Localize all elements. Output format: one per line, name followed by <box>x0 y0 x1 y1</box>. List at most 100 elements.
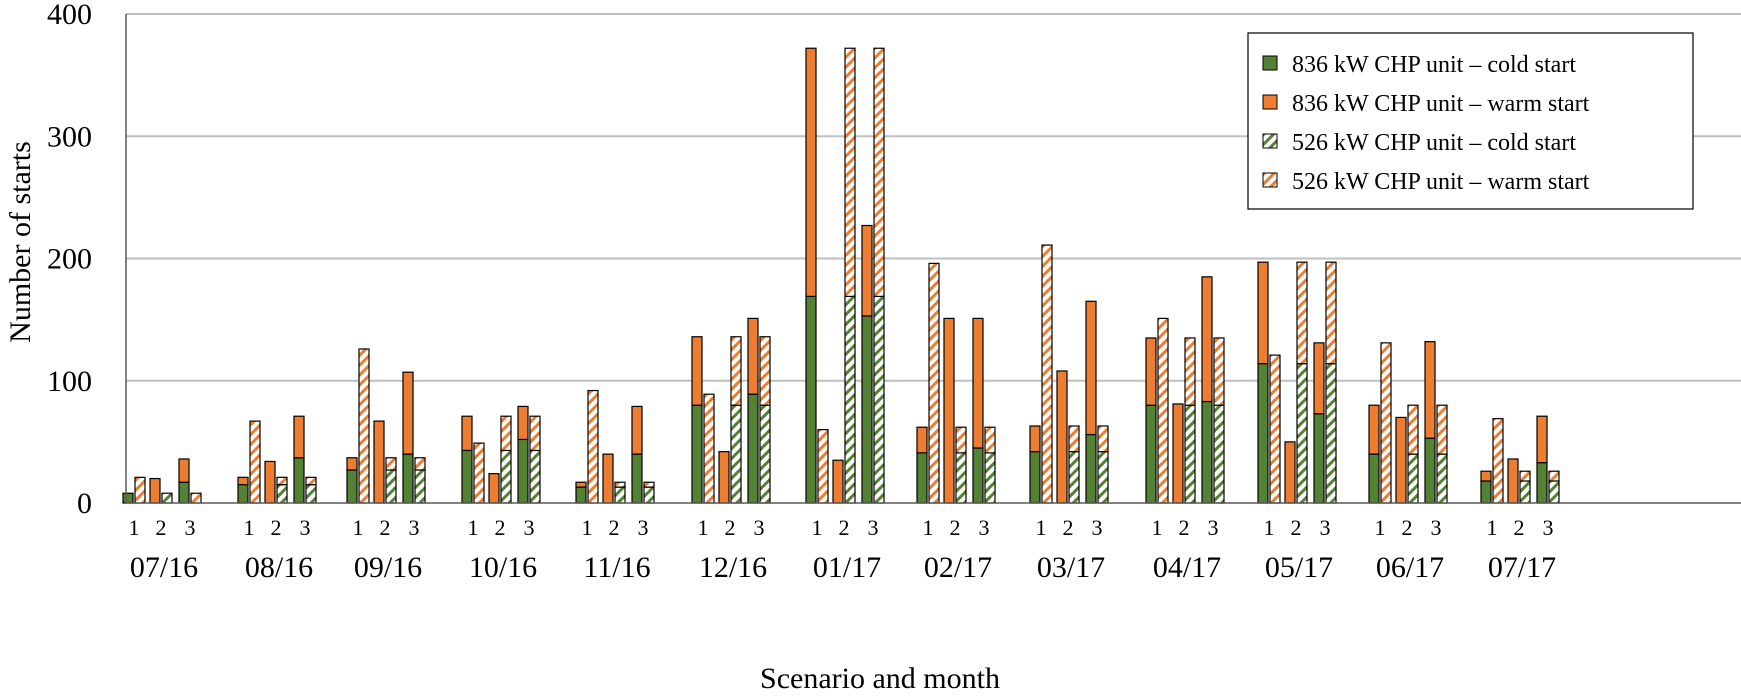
x-scenario-label: 1 <box>1152 515 1163 540</box>
legend-label-836-cold: 836 kW CHP unit – cold start <box>1292 52 1576 78</box>
bar-836-cold <box>691 404 703 504</box>
bar-836-warm <box>237 476 249 486</box>
x-month-label: 09/16 <box>354 551 422 584</box>
bar-526-warm <box>1380 342 1392 504</box>
x-scenario-label: 1 <box>1487 515 1498 540</box>
bar-836-warm <box>1536 415 1548 464</box>
bar-526-warm <box>1068 425 1080 453</box>
x-scenario-label: 2 <box>950 515 961 540</box>
x-scenario-label: 1 <box>129 515 140 540</box>
bar-526-warm <box>1269 354 1281 504</box>
y-tick-label: 0 <box>77 487 92 520</box>
bar-526-warm <box>276 476 288 486</box>
bar-526-warm <box>984 426 996 454</box>
x-scenario-label: 2 <box>1179 515 1190 540</box>
legend-box <box>1247 32 1694 210</box>
legend-label-526-cold: 526 kW CHP unit – cold start <box>1292 130 1576 156</box>
bar-526-warm <box>928 262 940 504</box>
bar-836-warm <box>1480 470 1492 482</box>
bar-836-cold <box>631 453 643 504</box>
x-scenario-label: 2 <box>725 515 736 540</box>
x-scenario-label: 3 <box>1208 515 1219 540</box>
bar-526-warm <box>614 481 626 488</box>
bar-836-warm <box>1201 276 1213 403</box>
x-scenario-label: 2 <box>1514 515 1525 540</box>
x-scenario-label: 1 <box>353 515 364 540</box>
bar-526-warm <box>1548 470 1560 482</box>
bar-836-warm <box>747 317 759 395</box>
x-scenario-label: 2 <box>839 515 850 540</box>
x-scenario-label: 3 <box>1320 515 1331 540</box>
bar-526-cold <box>1407 453 1419 504</box>
bar-836-cold <box>1313 413 1325 504</box>
bar-836-warm <box>178 458 190 483</box>
bar-836-cold <box>1201 400 1213 504</box>
bar-836-warm <box>1424 341 1436 439</box>
bar-836-warm <box>718 451 730 504</box>
bar-526-warm <box>759 336 771 406</box>
bar-836-cold <box>1368 453 1380 504</box>
legend-swatch-526-cold <box>1262 133 1278 149</box>
bar-836-cold <box>461 449 473 504</box>
y-tick-label: 100 <box>47 365 92 398</box>
bar-836-warm <box>943 317 955 504</box>
bar-836-warm <box>1145 337 1157 406</box>
bar-526-cold <box>1068 451 1080 504</box>
bar-526-warm <box>1436 404 1448 455</box>
x-month-label: 04/17 <box>1153 551 1221 584</box>
bar-526-warm <box>643 481 655 488</box>
bar-526-warm <box>500 415 512 452</box>
x-month-label: 05/17 <box>1265 551 1333 584</box>
bar-526-cold <box>276 484 288 504</box>
bar-836-warm <box>293 415 305 459</box>
bar-526-cold <box>844 295 856 504</box>
x-scenario-label: 3 <box>1431 515 1442 540</box>
bar-526-cold <box>385 469 397 504</box>
bar-836-warm <box>1284 441 1296 504</box>
x-month-label: 10/16 <box>469 551 537 584</box>
bar-526-cold <box>414 469 426 504</box>
x-scenario-label: 1 <box>1375 515 1386 540</box>
bar-836-cold <box>1029 451 1041 504</box>
bar-526-cold <box>730 404 742 504</box>
x-scenario-label: 2 <box>271 515 282 540</box>
bar-526-warm <box>1213 337 1225 406</box>
bar-836-warm <box>1172 403 1184 504</box>
bar-526-cold <box>1436 453 1448 504</box>
bar-526-warm <box>1041 244 1053 504</box>
bar-836-cold <box>122 492 134 504</box>
bars <box>122 47 1560 504</box>
x-scenario-label: 3 <box>1092 515 1103 540</box>
bar-836-cold <box>1480 480 1492 504</box>
bar-526-warm <box>414 457 426 471</box>
bar-836-cold <box>346 469 358 504</box>
bar-836-warm <box>805 47 817 297</box>
bar-526-cold <box>1519 480 1531 504</box>
x-scenario-label: 1 <box>698 515 709 540</box>
x-month-label: 12/16 <box>699 551 767 584</box>
bar-836-warm <box>517 405 529 441</box>
bar-836-warm <box>149 477 161 504</box>
bar-836-warm <box>1368 404 1380 455</box>
bar-526-warm <box>385 457 397 471</box>
x-axis-title: Scenario and month <box>760 662 1000 695</box>
bar-526-warm <box>1492 418 1504 504</box>
x-scenario-label: 1 <box>1264 515 1275 540</box>
bar-526-cold <box>1097 451 1109 504</box>
bar-526-warm <box>955 426 967 454</box>
bar-836-warm <box>972 317 984 449</box>
bar-526-cold <box>614 486 626 504</box>
bar-836-cold <box>237 484 249 504</box>
x-scenario-label: 2 <box>1291 515 1302 540</box>
bar-526-cold <box>955 452 967 504</box>
bar-526-warm <box>1184 337 1196 406</box>
bar-836-warm <box>1395 416 1407 504</box>
bar-526-warm <box>730 336 742 406</box>
bar-836-cold <box>1085 433 1097 504</box>
x-scenario-label: 3 <box>754 515 765 540</box>
bar-836-warm <box>631 405 643 455</box>
x-scenario-label: 2 <box>609 515 620 540</box>
bar-836-warm <box>916 426 928 454</box>
bar-836-warm <box>1085 300 1097 436</box>
bar-526-warm <box>1325 261 1337 365</box>
